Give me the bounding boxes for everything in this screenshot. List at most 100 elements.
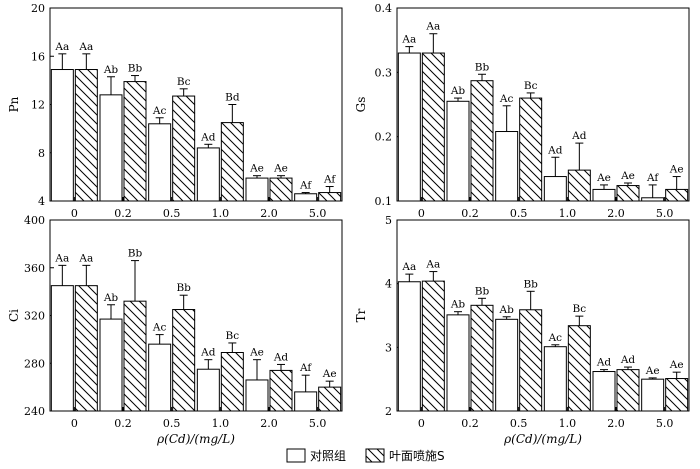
- bar-control: [245, 379, 269, 412]
- bar-spray: [269, 369, 293, 412]
- bar-spray: [421, 52, 445, 202]
- y-tick-label: 5: [385, 214, 392, 227]
- legend: 对照组 叶面喷施S: [286, 448, 445, 463]
- x-tick-label: 0: [418, 207, 425, 220]
- bar-control: [99, 94, 123, 202]
- x-tick-label: 1.0: [212, 207, 230, 220]
- significance-label: Aa: [54, 252, 69, 264]
- bar-control: [397, 52, 421, 202]
- plot-frame: [396, 219, 690, 412]
- legend-swatch-spray: [365, 448, 385, 463]
- significance-label: Aa: [425, 21, 440, 33]
- bar-control: [50, 285, 74, 412]
- bar-control: [99, 318, 123, 412]
- significance-label: Ae: [249, 347, 264, 359]
- y-tick-label: 12: [31, 99, 45, 112]
- significance-label: Ae: [322, 368, 337, 380]
- significance-label: Ab: [450, 85, 466, 97]
- x-tick-label: 1.0: [559, 417, 577, 430]
- y-tick-label: 0.2: [375, 131, 393, 144]
- significance-label: Ad: [547, 144, 563, 156]
- y-tick-label: 240: [24, 405, 45, 418]
- x-tick-label: 0.2: [114, 417, 132, 430]
- significance-label: Aa: [401, 261, 416, 273]
- bar-control: [543, 346, 567, 412]
- significance-label: Ab: [103, 64, 119, 76]
- x-axis-label: ρ(Cd)/(mg/L): [156, 432, 235, 446]
- significance-label: Aa: [425, 259, 440, 271]
- x-tick-label: 0: [71, 417, 78, 430]
- x-tick-label: 0: [418, 417, 425, 430]
- y-tick-label: 16: [31, 50, 45, 63]
- significance-label: Ad: [596, 357, 612, 369]
- bar-control: [495, 318, 519, 412]
- chart-panel-top-left: 4 8 12 16 20 Pn 0 Aa Aa 0.2 Ab Bb 0.5 Ac Bc 1.0 Ad Bd 2.0 A…: [7, 2, 343, 220]
- bar-control: [641, 197, 665, 202]
- significance-label: Ac: [152, 105, 167, 117]
- bar-spray: [567, 325, 591, 412]
- y-tick-label: 0.3: [375, 66, 393, 79]
- significance-label: Af: [646, 172, 659, 184]
- significance-label: Aa: [78, 41, 93, 53]
- bar-spray: [269, 177, 293, 202]
- x-tick-label: 0.5: [510, 207, 528, 220]
- significance-label: Ad: [273, 351, 289, 363]
- y-tick-label: 4: [38, 195, 45, 208]
- significance-label: Bc: [177, 76, 191, 88]
- bar-spray: [123, 300, 147, 412]
- significance-label: Ac: [152, 322, 167, 334]
- y-tick-label: 0.1: [375, 195, 393, 208]
- x-tick-label: 1.0: [212, 417, 230, 430]
- bar-spray: [318, 386, 342, 412]
- bar-control: [641, 378, 665, 412]
- significance-label: Bc: [573, 303, 587, 315]
- x-tick-label: 5.0: [309, 207, 327, 220]
- significance-label: Ae: [596, 172, 611, 184]
- x-tick-label: 0.5: [163, 417, 181, 430]
- bar-spray: [220, 352, 244, 412]
- significance-label: Bb: [523, 278, 538, 290]
- x-tick-label: 0.2: [461, 207, 479, 220]
- bar-spray: [220, 122, 244, 202]
- bar-spray: [470, 80, 494, 202]
- significance-label: Bb: [128, 63, 143, 75]
- significance-label: Bb: [176, 282, 191, 294]
- significance-label: Ab: [499, 304, 515, 316]
- y-axis-label: Tr: [354, 308, 368, 322]
- y-axis-label: Gs: [354, 97, 368, 113]
- x-tick-label: 2.0: [260, 207, 278, 220]
- bar-control: [50, 69, 74, 202]
- bar-control: [148, 123, 172, 202]
- significance-label: Ad: [200, 131, 216, 143]
- significance-label: Ad: [571, 130, 587, 142]
- x-tick-label: 0.2: [461, 417, 479, 430]
- x-tick-label: 0: [71, 207, 78, 220]
- significance-label: Ab: [103, 292, 119, 304]
- significance-label: Aa: [78, 252, 93, 264]
- significance-label: Bc: [524, 80, 538, 92]
- y-axis-label: Pn: [7, 96, 21, 112]
- bar-spray: [519, 309, 543, 412]
- bar-spray: [470, 304, 494, 412]
- x-tick-label: 0.5: [510, 417, 528, 430]
- bar-spray: [172, 95, 196, 202]
- x-axis-label: ρ(Cd)/(mg/L): [503, 432, 582, 446]
- chart-panel-bottom-left: 240 280 320 360 400 Ci 0 Aa Aa 0.2 Ab Bb 0.5 Ac Bb 1.0 A…: [7, 214, 343, 446]
- significance-label: Ab: [450, 299, 466, 311]
- significance-label: Bc: [226, 330, 240, 342]
- bar-control: [446, 314, 470, 412]
- significance-label: Ae: [620, 170, 635, 182]
- significance-label: Ae: [249, 163, 264, 175]
- bar-control: [196, 147, 220, 202]
- y-tick-label: 360: [24, 262, 45, 275]
- plot-frame: [396, 7, 690, 202]
- y-tick-label: 280: [24, 357, 45, 370]
- significance-label: Bb: [475, 285, 490, 297]
- x-tick-label: 2.0: [607, 417, 625, 430]
- bar-control: [397, 281, 421, 412]
- significance-label: Aa: [401, 34, 416, 46]
- bar-spray: [616, 369, 640, 412]
- x-tick-label: 5.0: [656, 417, 674, 430]
- bar-control: [294, 193, 318, 202]
